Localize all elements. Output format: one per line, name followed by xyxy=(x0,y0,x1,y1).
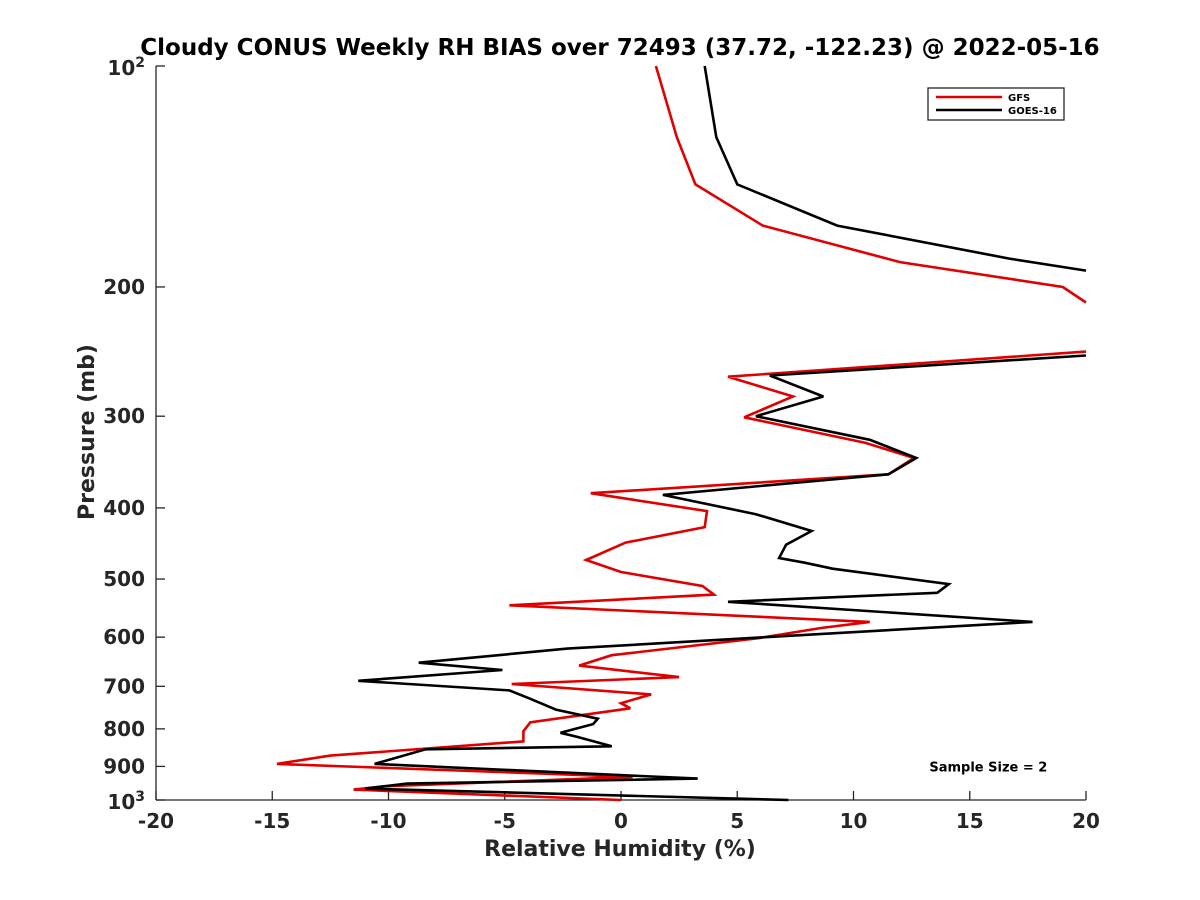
y-axis-label: Pressure (mb) xyxy=(75,344,100,520)
x-tick-label: 10 xyxy=(840,809,868,833)
y-tick-exponent: 2 xyxy=(135,55,145,71)
y-tick-label: 800 xyxy=(103,717,145,741)
y-tick-label: 200 xyxy=(103,275,145,299)
legend: GFS GOES-16 xyxy=(927,87,1065,121)
y-tick-label: 400 xyxy=(103,496,145,520)
x-tick-label: 5 xyxy=(730,809,744,833)
series-line-goes-16 xyxy=(703,65,1087,272)
annotations: Sample Size = 2 xyxy=(929,760,1047,775)
y-tick-label: 600 xyxy=(103,625,145,649)
y-tick-label: 300 xyxy=(103,404,145,428)
series-line-gfs xyxy=(654,65,1087,304)
sample-size-annotation: Sample Size = 2 xyxy=(929,760,1047,775)
legend-box xyxy=(927,87,1065,121)
legend-label: GFS xyxy=(1008,93,1030,104)
y-tick-label: 700 xyxy=(103,674,145,698)
x-tick-label: -15 xyxy=(254,809,290,833)
series-line-goes-16 xyxy=(358,354,1087,802)
y-tick-exponent: 3 xyxy=(135,789,145,805)
series-line-gfs xyxy=(276,350,1087,802)
x-tick-label: -20 xyxy=(138,809,174,833)
x-tick-label: 0 xyxy=(614,809,628,833)
x-tick-label: -10 xyxy=(370,809,406,833)
x-tick-label: 15 xyxy=(956,809,984,833)
y-tick-label: 900 xyxy=(103,754,145,778)
legend-label: GOES-16 xyxy=(1008,106,1057,117)
x-tick-label: -5 xyxy=(494,809,516,833)
y-tick-label: 102 xyxy=(107,55,145,80)
y-tick-base: 10 xyxy=(107,56,135,80)
y-tick-label: 103 xyxy=(107,789,145,814)
chart-title: Cloudy CONUS Weekly RH BIAS over 72493 (… xyxy=(140,35,1099,61)
x-axis: -20 -15 -10 -5 0 5 10 15 20 xyxy=(138,791,1100,833)
y-tick-base: 10 xyxy=(107,790,135,814)
y-tick-label: 500 xyxy=(103,567,145,591)
x-tick-label: 20 xyxy=(1072,809,1100,833)
series-layer xyxy=(276,65,1087,802)
x-axis-label: Relative Humidity (%) xyxy=(484,837,756,862)
plot-area xyxy=(155,66,1086,801)
